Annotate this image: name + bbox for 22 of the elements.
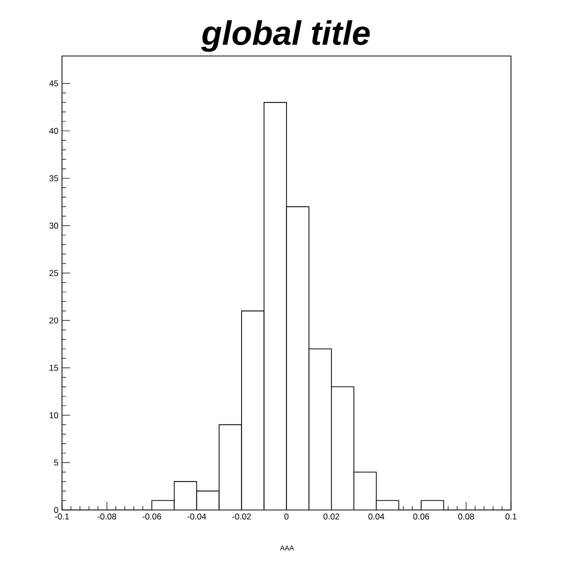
y-tick-label: 35: [49, 175, 58, 182]
y-tick-label: 25: [49, 270, 58, 276]
y-tick-label: 45: [49, 80, 58, 86]
x-tick-label: -0.08: [98, 514, 116, 520]
x-tick-label: 0.06: [413, 514, 430, 520]
x-tick-label: -0.1: [55, 514, 69, 520]
y-tick-label: 15: [50, 364, 58, 371]
x-tick-label: -0.04: [187, 514, 206, 520]
x-tick-label: 0: [284, 514, 289, 520]
y-tick-label: 40: [49, 128, 58, 134]
x-tick-label: 0.08: [458, 514, 474, 520]
x-tick-label: 0.1: [505, 514, 516, 520]
x-tick-label: -0.02: [232, 514, 251, 520]
chart-title: global title: [201, 20, 370, 52]
y-tick-label: 30: [49, 222, 58, 229]
x-tick-label: -0.06: [142, 514, 162, 520]
x-tick-label: 0.04: [368, 514, 384, 520]
x-tick-label: 0.02: [323, 514, 340, 520]
y-tick-label: 0: [54, 507, 58, 513]
y-tick-label: 5: [54, 460, 58, 466]
y-tick-label: 20: [49, 317, 58, 324]
y-tick-label: 10: [50, 412, 58, 418]
